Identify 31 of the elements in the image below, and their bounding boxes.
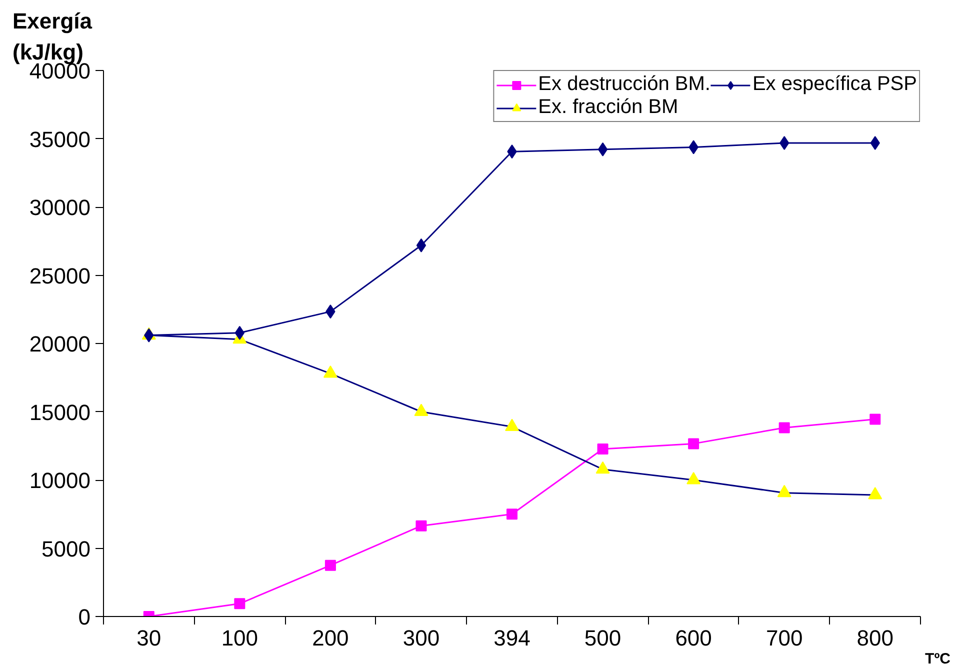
y-tick-label: 20000 [29, 332, 91, 356]
x-tick-label: 30 [136, 626, 162, 650]
point [688, 438, 700, 450]
point [416, 238, 426, 252]
point [506, 508, 518, 520]
x-tick-label: 600 [675, 626, 712, 650]
point [416, 520, 427, 532]
x-tick-label: 800 [856, 626, 894, 650]
x-tick-label: 700 [766, 626, 803, 650]
x-axis-title: TºC [925, 650, 951, 667]
point [778, 422, 790, 434]
point [324, 560, 336, 571]
point [870, 414, 881, 425]
legend-label: Ex específica PSP [752, 73, 917, 96]
y-tick-label: 15000 [29, 400, 91, 425]
y-tick-label: 30000 [29, 195, 91, 220]
x-tick-label: 300 [402, 626, 440, 650]
x-tick-label: 394 [494, 626, 530, 650]
legend-label: Ex destrucción BM. [538, 73, 710, 96]
point [234, 598, 246, 610]
point [597, 444, 608, 455]
legend-label: Ex. fracción BM [538, 96, 678, 119]
y-tick-label: 0 [78, 604, 91, 630]
x-tick-label: 500 [584, 626, 622, 650]
x-tick-label: 200 [312, 626, 349, 650]
x-tick-label: 100 [221, 626, 258, 650]
y-tick-label: 35000 [29, 126, 91, 152]
y-tick-label: 10000 [29, 468, 91, 493]
point [598, 142, 608, 156]
y-tick-label: 5000 [42, 536, 91, 562]
y-tick-label: 25000 [29, 263, 91, 288]
